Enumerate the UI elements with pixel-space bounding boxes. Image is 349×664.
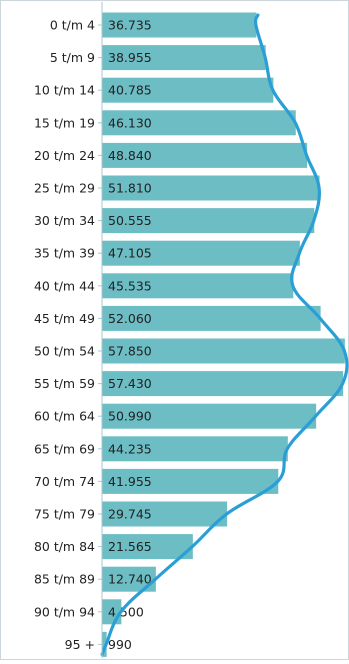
category-label-1: 5 t/m 9 bbox=[50, 50, 95, 65]
category-label-6: 30 t/m 34 bbox=[34, 213, 95, 228]
category-label-12: 60 t/m 64 bbox=[34, 409, 95, 424]
category-label-9: 45 t/m 49 bbox=[34, 311, 95, 326]
bar-15 bbox=[102, 501, 228, 527]
data-label-19: 990 bbox=[108, 637, 132, 652]
category-label-14: 70 t/m 74 bbox=[34, 474, 95, 489]
category-label-7: 35 t/m 39 bbox=[34, 246, 95, 261]
data-label-17: 12.740 bbox=[108, 572, 152, 587]
data-label-3: 46.130 bbox=[108, 115, 152, 130]
bar-8 bbox=[102, 273, 294, 299]
category-label-15: 75 t/m 79 bbox=[34, 507, 95, 522]
data-label-13: 44.235 bbox=[108, 441, 152, 456]
bar-14 bbox=[102, 468, 279, 494]
bar-6 bbox=[102, 208, 315, 234]
bar-12 bbox=[102, 403, 317, 429]
category-label-4: 20 t/m 24 bbox=[34, 148, 95, 163]
bar-13 bbox=[102, 436, 288, 462]
population-trend-line bbox=[100, 13, 349, 656]
data-label-9: 52.060 bbox=[108, 311, 152, 326]
data-label-16: 21.565 bbox=[108, 539, 152, 554]
data-label-15: 29.745 bbox=[108, 507, 152, 522]
bar-1 bbox=[102, 45, 266, 71]
data-label-1: 38.955 bbox=[108, 50, 152, 65]
bar-2 bbox=[102, 77, 274, 103]
data-label-5: 51.810 bbox=[108, 181, 152, 196]
bar-4 bbox=[102, 142, 308, 168]
category-label-3: 15 t/m 19 bbox=[34, 115, 95, 130]
category-label-2: 10 t/m 14 bbox=[34, 83, 95, 98]
category-label-8: 40 t/m 44 bbox=[34, 278, 95, 293]
data-label-8: 45.535 bbox=[108, 278, 152, 293]
bar-11 bbox=[102, 371, 344, 397]
category-label-16: 80 t/m 84 bbox=[34, 539, 95, 554]
bar-10 bbox=[102, 338, 345, 364]
line-layer bbox=[100, 13, 349, 656]
bar-0 bbox=[102, 12, 257, 38]
bar-9 bbox=[102, 305, 321, 331]
category-label-5: 25 t/m 29 bbox=[34, 181, 95, 196]
category-label-0: 0 t/m 4 bbox=[50, 18, 95, 33]
data-label-6: 50.555 bbox=[108, 213, 152, 228]
category-label-17: 85 t/m 89 bbox=[34, 572, 95, 587]
bar-7 bbox=[102, 240, 300, 266]
bars-layer bbox=[102, 12, 345, 657]
data-label-4: 48.840 bbox=[108, 148, 152, 163]
data-label-0: 36.735 bbox=[108, 18, 152, 33]
data-label-2: 40.785 bbox=[108, 83, 152, 98]
category-label-13: 65 t/m 69 bbox=[34, 441, 95, 456]
bar-3 bbox=[102, 110, 296, 136]
category-label-19: 95 + bbox=[65, 637, 95, 652]
bar-5 bbox=[102, 175, 320, 201]
category-label-11: 55 t/m 59 bbox=[34, 376, 95, 391]
bar-16 bbox=[102, 534, 193, 560]
data-label-11: 57.430 bbox=[108, 376, 152, 391]
data-label-7: 47.105 bbox=[108, 246, 152, 261]
data-label-14: 41.955 bbox=[108, 474, 152, 489]
category-label-18: 90 t/m 94 bbox=[34, 604, 95, 619]
data-label-10: 57.850 bbox=[108, 344, 152, 359]
category-label-10: 50 t/m 54 bbox=[34, 344, 95, 359]
data-label-12: 50.990 bbox=[108, 409, 152, 424]
labels-layer: 0 t/m 4 36.735 5 t/m 9 38.955 10 t/m 14 40.78… bbox=[34, 18, 152, 652]
